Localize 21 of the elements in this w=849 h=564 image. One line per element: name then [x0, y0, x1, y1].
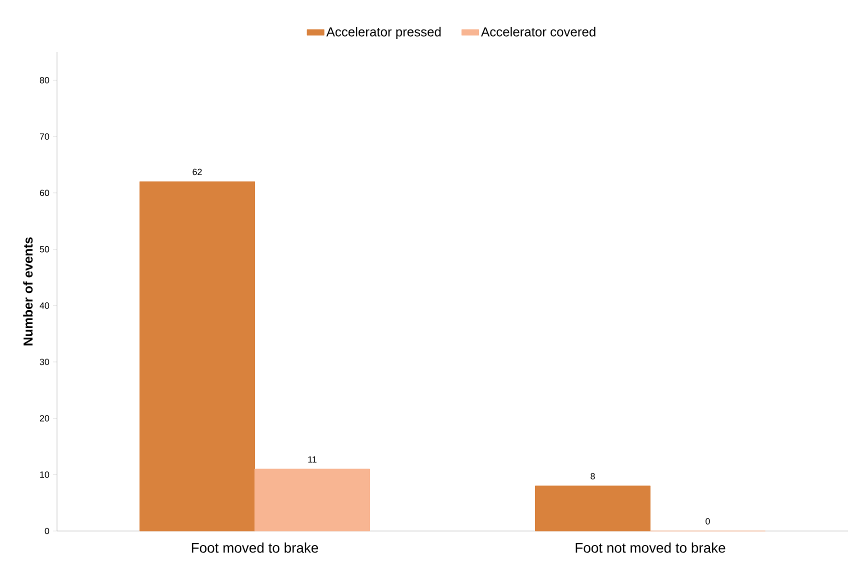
x-tick-label: Foot moved to brake — [192, 542, 318, 553]
data-label: 62 — [192, 168, 202, 176]
y-tick-label: 70 — [40, 133, 50, 140]
bar — [535, 486, 651, 532]
y-tick-label: 10 — [40, 471, 50, 478]
y-tick-label: 40 — [40, 302, 50, 309]
y-axis-title: Number of events — [23, 237, 33, 346]
y-tick-label: 20 — [40, 415, 50, 422]
y-tick-label: 50 — [40, 246, 50, 252]
y-tick-label: 30 — [40, 358, 50, 366]
legend-label: Accelerator covered — [481, 26, 596, 36]
bar — [254, 468, 370, 532]
data-label: 8 — [590, 473, 595, 480]
y-tick-label: 60 — [40, 190, 50, 196]
data-label: 0 — [706, 518, 710, 524]
y-tick-label: 0 — [44, 528, 50, 534]
data-label: 11 — [308, 456, 316, 462]
bar — [140, 181, 255, 532]
legend-label: Accelerator pressed — [326, 26, 441, 40]
x-tick-label: Foot not moved to brake — [576, 542, 726, 553]
y-tick-label: 80 — [40, 77, 50, 84]
